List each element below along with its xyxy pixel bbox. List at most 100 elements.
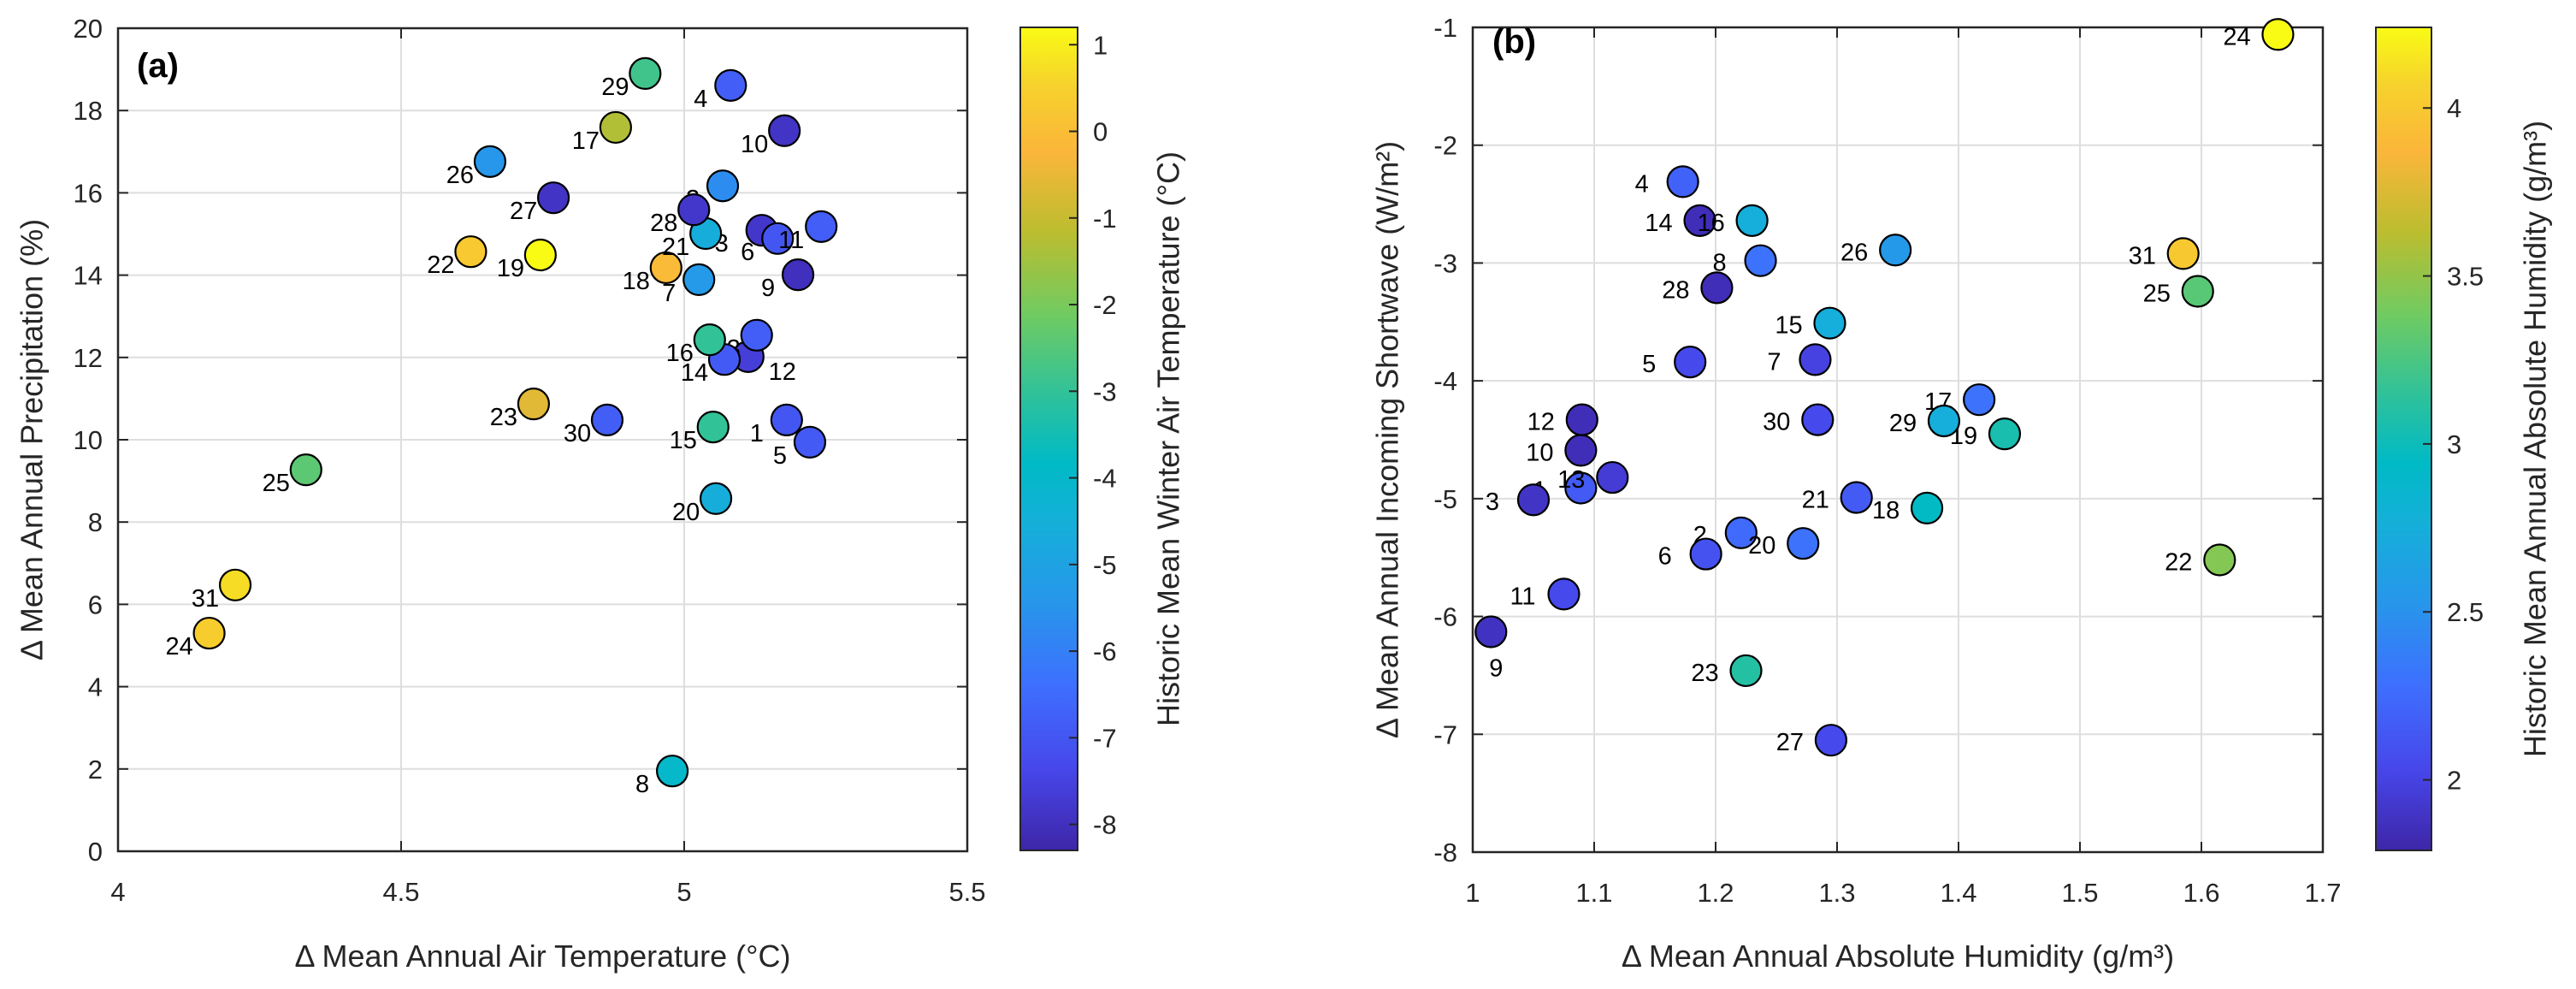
data-point-3 <box>1516 483 1551 517</box>
point-label: 10 <box>1526 439 1553 466</box>
y-tick-label: 2 <box>88 755 103 785</box>
y-tick-label: -3 <box>1433 248 1457 278</box>
x-tick-label: 5 <box>676 877 691 907</box>
colorbar-tick-label: -3 <box>1093 376 1117 406</box>
y-tick-label: 12 <box>74 343 103 373</box>
colorbar-tick-label: -7 <box>1093 723 1117 753</box>
data-point-7 <box>682 263 716 296</box>
point-label: 29 <box>601 74 629 101</box>
data-point-20 <box>699 482 733 515</box>
colorbar-tick-label: 2 <box>2447 766 2461 796</box>
colorbar-tick-label: -5 <box>1093 550 1117 580</box>
data-point-8 <box>1744 244 1777 277</box>
axes-frame <box>116 27 969 853</box>
data-point-11 <box>805 210 838 243</box>
point-label: 29 <box>1889 410 1917 437</box>
x-tick-label: 1.4 <box>1940 878 1976 908</box>
data-point-27 <box>1814 724 1847 757</box>
y-tick-label: 0 <box>88 837 103 867</box>
x-tick-label: 1.1 <box>1575 878 1612 908</box>
colorbar-tick-label: -6 <box>1093 637 1117 666</box>
data-point-25 <box>2181 275 2214 308</box>
point-label: 3 <box>1486 489 1499 516</box>
data-point-30 <box>1801 403 1835 436</box>
point-label: 16 <box>666 340 694 367</box>
point-label: 7 <box>1767 348 1781 376</box>
point-label: 23 <box>1691 660 1718 687</box>
point-label: 5 <box>1642 351 1656 378</box>
y-tick-label: 6 <box>88 589 103 619</box>
point-label: 22 <box>427 252 454 279</box>
data-point-4 <box>1666 165 1699 198</box>
point-label: 28 <box>1662 276 1689 304</box>
point-label: 11 <box>778 227 804 254</box>
data-point-26 <box>473 145 507 178</box>
point-label: 6 <box>741 239 754 266</box>
point-label: 18 <box>1872 497 1900 524</box>
y-axis-label: Δ Mean Annual Precipitation (%) <box>15 219 50 660</box>
colorbar-tick-label: -1 <box>1093 204 1117 234</box>
colorbar-tick-label: -2 <box>1093 290 1117 320</box>
x-tick-label: 1 <box>1465 878 1480 908</box>
y-tick-label: 18 <box>74 96 103 126</box>
data-point-23 <box>517 388 551 421</box>
point-label: 22 <box>2165 548 2192 576</box>
y-tick-label: -8 <box>1433 838 1457 868</box>
point-label: 30 <box>564 420 591 447</box>
colorbar-tick-label: 1 <box>1093 30 1108 60</box>
data-point-5 <box>1674 346 1707 379</box>
data-point-4 <box>714 68 747 102</box>
data-point-15 <box>1813 306 1846 340</box>
data-point-14 <box>1683 204 1716 237</box>
point-label: 7 <box>662 280 676 307</box>
x-tick-label: 1.2 <box>1697 878 1734 908</box>
point-label: 25 <box>2143 280 2171 307</box>
point-label: 26 <box>446 162 474 189</box>
point-label: 9 <box>761 275 775 302</box>
data-point-25 <box>289 453 322 487</box>
colorbar-label: Historic Mean Winter Air Temperature (°C… <box>1151 151 1186 726</box>
y-tick-label: 20 <box>74 14 103 44</box>
y-tick-label: -4 <box>1433 366 1457 396</box>
point-label: 6 <box>1658 543 1672 571</box>
data-point-8 <box>655 755 689 788</box>
data-point-6 <box>1689 537 1722 571</box>
data-point-31 <box>2166 237 2200 270</box>
point-label: 23 <box>490 404 517 431</box>
data-point-19 <box>523 238 557 272</box>
data-point-12 <box>1565 403 1598 436</box>
data-point-18 <box>1910 491 1944 524</box>
y-tick-label: -6 <box>1433 602 1457 632</box>
data-point-17 <box>1963 383 1996 417</box>
data-point-28 <box>1700 271 1734 305</box>
y-tick-label: -1 <box>1433 13 1457 43</box>
y-axis-label: Δ Mean Annual Incoming Shortwave (W/m²) <box>1370 141 1405 738</box>
point-label: 12 <box>1527 409 1555 436</box>
data-point-7 <box>1799 343 1832 376</box>
y-tick-label: 10 <box>74 425 103 455</box>
data-point-9 <box>1474 615 1508 648</box>
data-point-9 <box>781 258 815 292</box>
data-point-10 <box>768 114 801 147</box>
data-point-30 <box>590 403 624 437</box>
data-point-29 <box>1927 404 1961 438</box>
data-point-1 <box>1564 471 1598 505</box>
x-axis-label: Δ Mean Annual Absolute Humidity (g/m³) <box>1622 939 2174 974</box>
point-label: 21 <box>662 234 689 261</box>
point-label: 14 <box>681 359 708 387</box>
point-label: 10 <box>741 131 768 158</box>
data-point-18 <box>649 251 682 285</box>
panel-tag: (b) <box>1492 23 1536 61</box>
data-point-28 <box>677 193 711 227</box>
point-label: 14 <box>1645 210 1672 237</box>
data-point-29 <box>629 56 662 91</box>
point-label: 12 <box>769 358 796 386</box>
x-tick-label: 4.5 <box>382 877 419 907</box>
data-point-21 <box>1840 481 1873 514</box>
colorbar-tick-label: 0 <box>1093 117 1108 147</box>
data-point-24 <box>2261 18 2295 51</box>
panel-tag: (a) <box>137 47 179 85</box>
data-point-2 <box>1724 516 1758 549</box>
